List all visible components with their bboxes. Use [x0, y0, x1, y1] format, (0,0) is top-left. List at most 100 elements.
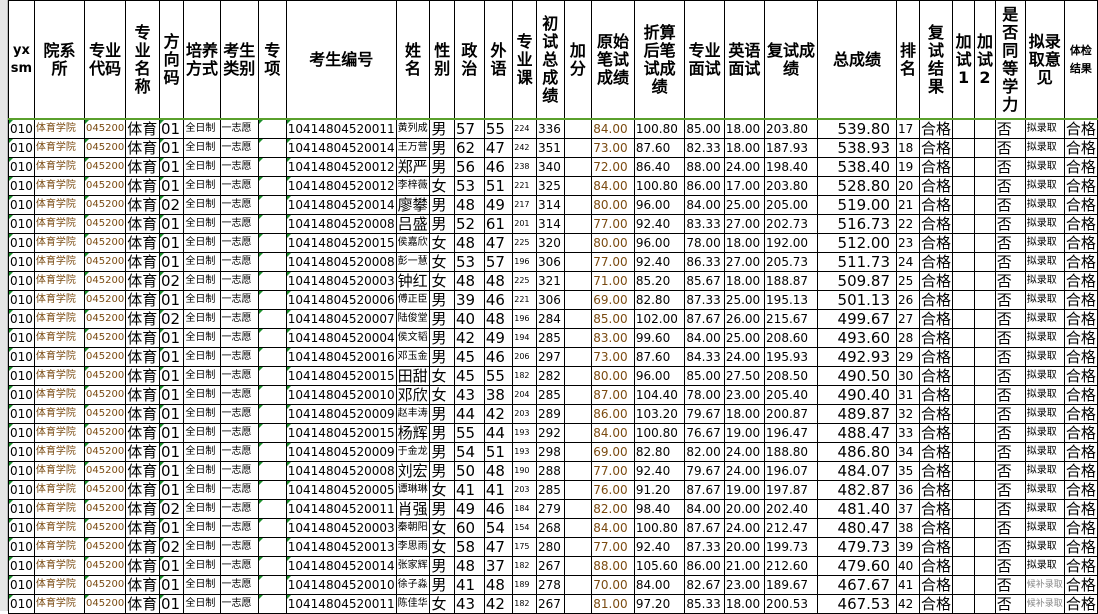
cell-考生类别[interactable]: 一志愿	[219, 214, 260, 234]
cell-专项[interactable]	[258, 518, 287, 538]
cell-初试总成绩[interactable]: 336	[535, 118, 565, 139]
cell-院系所[interactable]: 体育学院	[33, 118, 86, 139]
cell-复试结果[interactable]: 合格	[918, 290, 954, 310]
cell-加试1[interactable]	[951, 518, 976, 538]
cell-专业课[interactable]: 203	[512, 404, 537, 424]
cell-姓名[interactable]: 秦朝阳	[395, 518, 431, 538]
cell-方向码[interactable]: 02	[158, 271, 185, 291]
cell-加分[interactable]	[563, 252, 593, 272]
cell-拟录取意见[interactable]: 拟录取	[1024, 556, 1065, 576]
cell-性别[interactable]: 女	[429, 176, 455, 196]
cell-初试总成绩[interactable]: 285	[535, 385, 565, 405]
cell-复试成绩[interactable]: 205.40	[764, 385, 818, 405]
cell-yx sm[interactable]: 010	[8, 118, 35, 139]
cell-专项[interactable]	[258, 347, 287, 367]
cell-外语[interactable]: 46	[483, 290, 514, 310]
cell-yx sm[interactable]: 010	[8, 252, 35, 272]
cell-加试1[interactable]	[951, 537, 976, 557]
cell-复试结果[interactable]: 合格	[918, 442, 954, 462]
cell-折算后笔试成绩[interactable]: 96.00	[633, 233, 686, 253]
cell-总成绩[interactable]: 490.50	[816, 366, 898, 386]
cell-复试结果[interactable]: 合格	[918, 537, 954, 557]
cell-培养方式[interactable]: 全日制	[183, 195, 221, 215]
cell-初试总成绩[interactable]: 284	[535, 309, 565, 329]
cell-初试总成绩[interactable]: 267	[535, 594, 565, 614]
cell-排名[interactable]: 19	[896, 157, 920, 177]
cell-是否同等学力[interactable]: 否	[994, 176, 1026, 196]
cell-复试结果[interactable]: 合格	[918, 499, 954, 519]
cell-总成绩[interactable]: 516.73	[816, 214, 898, 234]
cell-考生类别[interactable]: 一志愿	[219, 423, 260, 443]
cell-体检结果[interactable]: 合格	[1063, 556, 1098, 576]
cell-姓名[interactable]: 侯嘉欣	[395, 233, 431, 253]
cell-初试总成绩[interactable]: 268	[535, 518, 565, 538]
cell-原始笔试成绩[interactable]: 84.00	[591, 176, 635, 196]
cell-专业面试[interactable]: 76.67	[684, 423, 725, 443]
cell-姓名[interactable]: 彭一慧	[395, 252, 431, 272]
cell-是否同等学力[interactable]: 否	[994, 118, 1026, 139]
cell-yx sm[interactable]: 010	[8, 347, 35, 367]
cell-复试成绩[interactable]: 196.47	[764, 423, 818, 443]
cell-方向码[interactable]: 02	[158, 195, 185, 215]
cell-外语[interactable]: 48	[483, 575, 514, 595]
cell-姓名[interactable]: 李梓薇	[395, 176, 431, 196]
cell-是否同等学力[interactable]: 否	[994, 594, 1026, 614]
cell-性别[interactable]: 女	[429, 271, 455, 291]
cell-加试1[interactable]	[951, 385, 976, 405]
cell-方向码[interactable]: 01	[158, 157, 185, 177]
cell-外语[interactable]: 55	[483, 366, 514, 386]
cell-拟录取意见[interactable]: 拟录取	[1024, 461, 1065, 481]
cell-专业代码[interactable]: 045200	[84, 214, 127, 234]
column-header[interactable]: 复试成绩	[764, 0, 818, 120]
cell-专业课[interactable]: 194	[512, 328, 537, 348]
cell-考生编号[interactable]: 10414804520015	[285, 233, 397, 253]
cell-复试成绩[interactable]: 188.87	[764, 271, 818, 291]
cell-总成绩[interactable]: 528.80	[816, 176, 898, 196]
cell-是否同等学力[interactable]: 否	[994, 233, 1026, 253]
column-header[interactable]: 性别	[429, 0, 455, 120]
cell-院系所[interactable]: 体育学院	[33, 157, 86, 177]
cell-姓名[interactable]: 廖攀	[395, 195, 431, 215]
cell-专业课[interactable]: 196	[512, 309, 537, 329]
cell-初试总成绩[interactable]: 321	[535, 271, 565, 291]
cell-院系所[interactable]: 体育学院	[33, 556, 86, 576]
column-header[interactable]: 专业名称	[125, 0, 160, 120]
cell-yx sm[interactable]: 010	[8, 214, 35, 234]
cell-初试总成绩[interactable]: 351	[535, 138, 565, 158]
cell-是否同等学力[interactable]: 否	[994, 347, 1026, 367]
cell-原始笔试成绩[interactable]: 77.00	[591, 214, 635, 234]
cell-专业代码[interactable]: 045200	[84, 518, 127, 538]
cell-专业课[interactable]: 201	[512, 214, 537, 234]
cell-培养方式[interactable]: 全日制	[183, 461, 221, 481]
cell-培养方式[interactable]: 全日制	[183, 385, 221, 405]
cell-总成绩[interactable]: 480.47	[816, 518, 898, 538]
cell-排名[interactable]: 38	[896, 518, 920, 538]
cell-院系所[interactable]: 体育学院	[33, 328, 86, 348]
cell-初试总成绩[interactable]: 298	[535, 442, 565, 462]
cell-折算后笔试成绩[interactable]: 92.40	[633, 252, 686, 272]
cell-专项[interactable]	[258, 271, 287, 291]
cell-政治[interactable]: 49	[453, 499, 485, 519]
cell-初试总成绩[interactable]: 306	[535, 290, 565, 310]
cell-拟录取意见[interactable]: 拟录取	[1024, 328, 1065, 348]
cell-加试1[interactable]	[951, 575, 976, 595]
cell-外语[interactable]: 48	[483, 309, 514, 329]
cell-复试成绩[interactable]: 202.73	[764, 214, 818, 234]
cell-性别[interactable]: 女	[429, 366, 455, 386]
cell-考生编号[interactable]: 10414804520004	[285, 328, 397, 348]
cell-加试2[interactable]	[974, 556, 996, 576]
cell-加试2[interactable]	[974, 404, 996, 424]
cell-体检结果[interactable]: 合格	[1063, 118, 1098, 139]
cell-姓名[interactable]: 于金龙	[395, 442, 431, 462]
cell-外语[interactable]: 42	[483, 594, 514, 614]
cell-英语面试[interactable]: 25.00	[723, 328, 766, 348]
cell-性别[interactable]: 男	[429, 423, 455, 443]
cell-性别[interactable]: 男	[429, 138, 455, 158]
cell-复试成绩[interactable]: 189.67	[764, 575, 818, 595]
cell-复试成绩[interactable]: 212.47	[764, 518, 818, 538]
cell-专业代码[interactable]: 045200	[84, 347, 127, 367]
cell-总成绩[interactable]: 467.53	[816, 594, 898, 614]
cell-初试总成绩[interactable]: 279	[535, 499, 565, 519]
cell-培养方式[interactable]: 全日制	[183, 347, 221, 367]
cell-折算后笔试成绩[interactable]: 85.20	[633, 271, 686, 291]
